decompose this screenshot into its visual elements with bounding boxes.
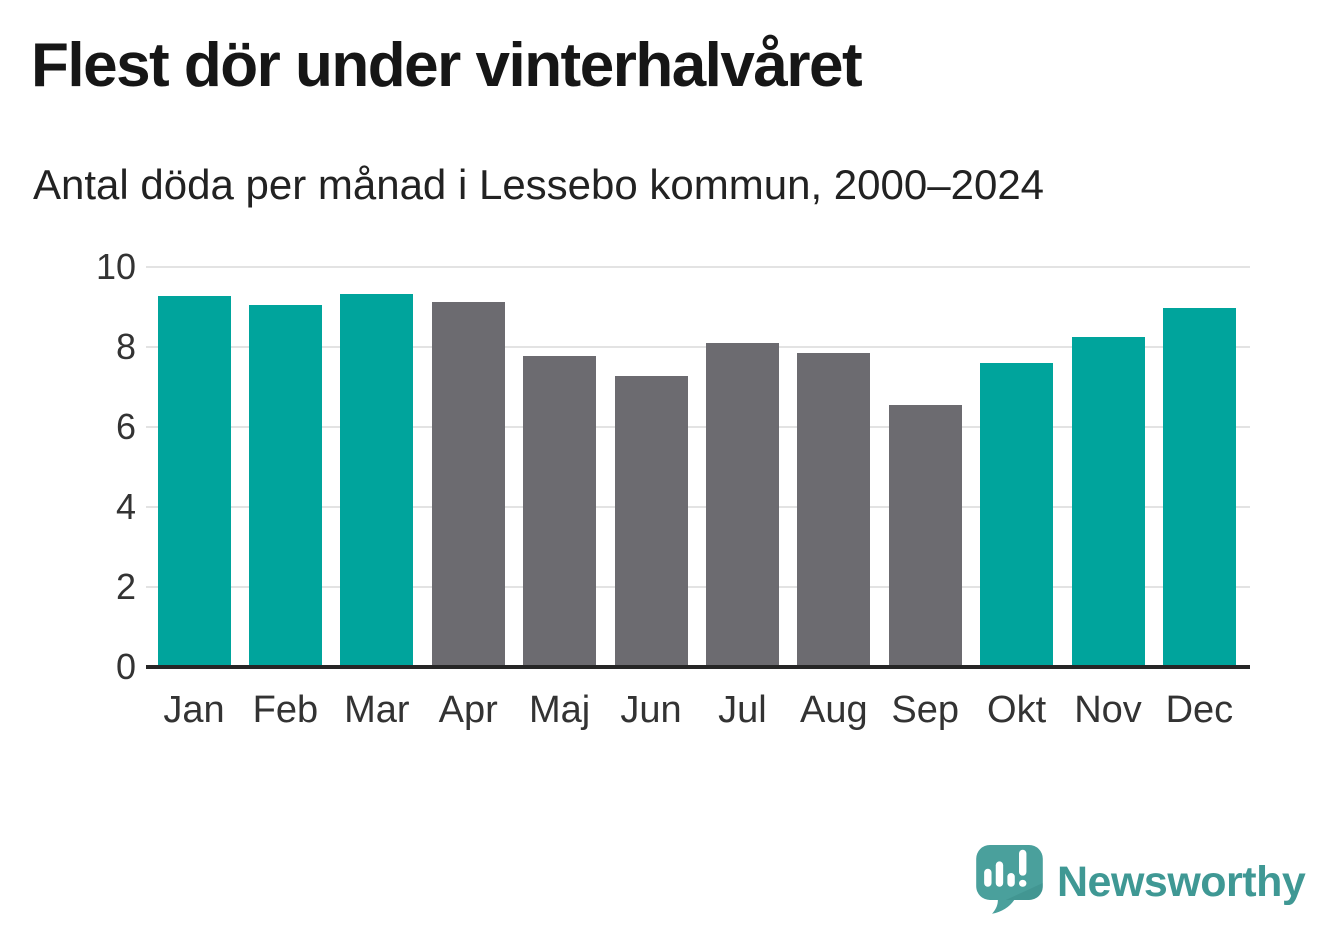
x-axis-line [146, 665, 1250, 669]
bar-maj [523, 355, 597, 667]
y-axis-label-6: 6 [115, 406, 136, 447]
newsworthy-logo-text: Newsworthy [1057, 857, 1306, 906]
newsworthy-logo: Newsworthy [976, 845, 1306, 919]
x-axis-label-jun: Jun [620, 689, 682, 731]
bar-aug [797, 352, 871, 667]
x-axis-label-dec: Dec [1165, 689, 1234, 731]
bar-sep [888, 405, 962, 667]
x-axis-label-maj: Maj [528, 689, 591, 731]
x-axis-label-apr: Apr [438, 689, 498, 731]
gridline-2 [146, 586, 1250, 588]
bar-jan [157, 295, 231, 667]
speech-bubble-bar-chart-icon [976, 845, 1043, 914]
x-axis-label-sep: Sep [891, 689, 959, 731]
y-axis-label-0: 0 [115, 646, 136, 687]
x-axis-label-aug: Aug [799, 689, 868, 731]
mini-bar-chart-glyph [984, 849, 1027, 887]
chart-subtitle: Antal döda per månad i Lessebo kommun, 2… [33, 161, 1045, 208]
bar-okt [980, 363, 1054, 667]
chart-title: Flest dör under vinterhalvåret [31, 31, 863, 100]
x-axis-label-jul: Jul [718, 689, 767, 731]
gridline-4 [146, 506, 1250, 508]
y-axis-label-4: 4 [115, 486, 136, 527]
x-axis-label-jan: Jan [163, 689, 225, 731]
bar-nov [1071, 337, 1145, 667]
plot-area [146, 266, 1250, 669]
x-axis-label-feb: Feb [252, 689, 319, 731]
gridline-6 [146, 426, 1250, 428]
bar-jun [614, 375, 688, 667]
x-axis-label-nov: Nov [1074, 689, 1142, 731]
bar-dec [1162, 307, 1236, 667]
gridline-10 [146, 266, 1250, 268]
x-axis-label-okt: Okt [987, 689, 1047, 731]
bar-mar [340, 294, 414, 667]
y-axis-label-2: 2 [115, 566, 136, 607]
y-axis-label-8: 8 [115, 326, 136, 367]
x-axis-label-mar: Mar [344, 689, 410, 731]
bar-feb [248, 305, 322, 667]
bar-jul [705, 343, 779, 667]
bar-apr [431, 302, 505, 667]
y-axis-label-10: 10 [95, 246, 136, 287]
gridline-8 [146, 346, 1250, 348]
